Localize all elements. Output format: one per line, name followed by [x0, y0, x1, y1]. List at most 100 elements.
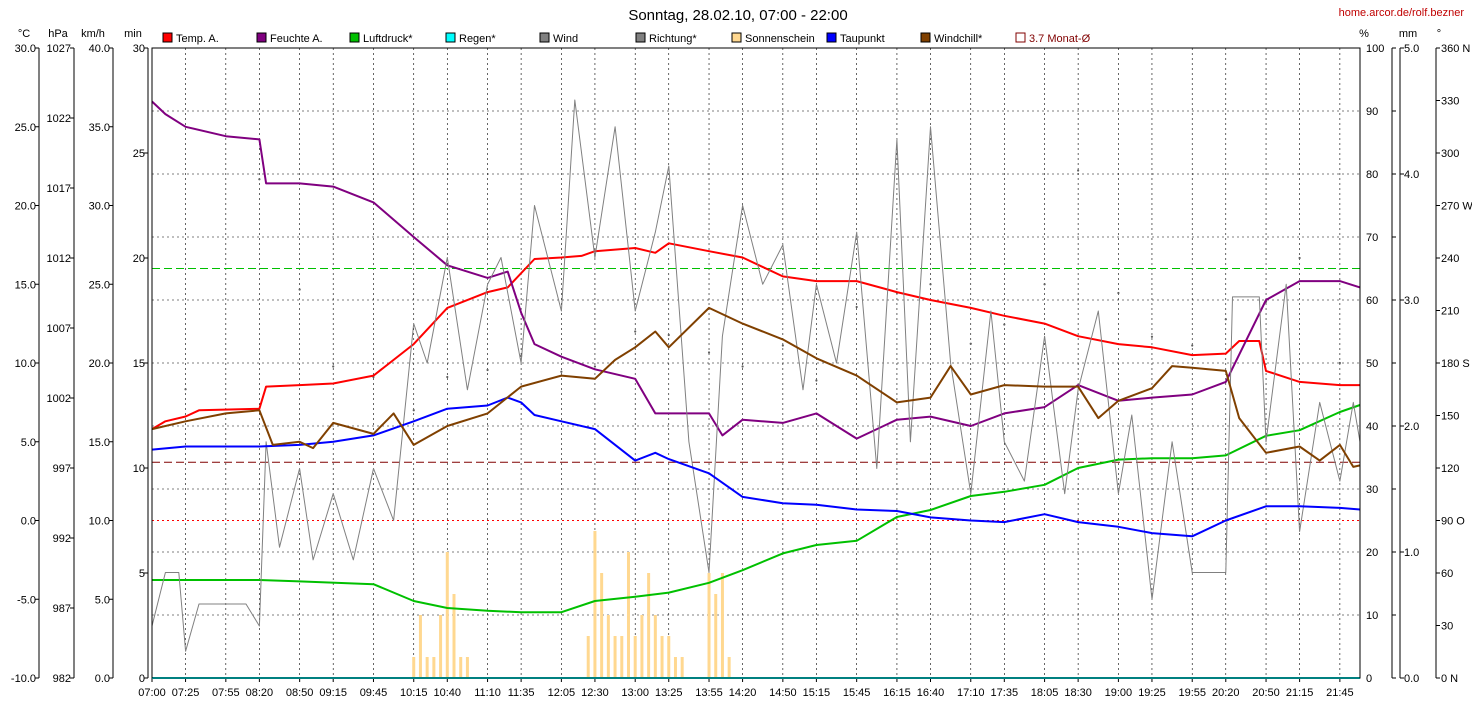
- sunshine-bar: [707, 573, 711, 678]
- gridlines: [151, 48, 1360, 678]
- x-tick-label: 13:55: [695, 687, 723, 699]
- legend-swatch: [256, 32, 267, 43]
- unit-hum: %: [1359, 28, 1369, 40]
- legend-label: Temp. A.: [176, 33, 219, 45]
- tick-label-hum: 0: [1366, 673, 1372, 685]
- tick-label-temp: 15.0: [15, 279, 36, 291]
- wind-direction-dot: [593, 365, 597, 368]
- sunshine-bar: [445, 552, 449, 678]
- sunshine-bar: [647, 573, 651, 678]
- tick-label-rain: 2.0: [1404, 421, 1419, 433]
- wind-direction-dot: [969, 342, 972, 345]
- legend-swatch: [731, 32, 742, 43]
- x-tick-label: 09:15: [319, 687, 347, 699]
- sunshine-bar: [673, 657, 677, 678]
- legend-swatch: [920, 32, 931, 43]
- tick-label-press: 1017: [47, 183, 71, 195]
- legend-swatch: [162, 32, 173, 43]
- x-tick-label: 14:50: [769, 687, 797, 699]
- x-tick-label: 15:45: [843, 687, 871, 699]
- tick-label-wind: 40.0: [89, 43, 110, 55]
- x-tick-label: 15:15: [803, 687, 831, 699]
- wind-direction-dot: [741, 365, 744, 368]
- tick-label-sun: 15: [133, 358, 145, 370]
- tick-label-wind: 30.0: [89, 201, 110, 213]
- sunshine-bar: [727, 657, 731, 678]
- x-tick-label: 19:25: [1138, 687, 1166, 699]
- tick-label-wind: 5.0: [95, 594, 110, 606]
- unit-temp: °C: [18, 28, 30, 40]
- tick-label-temp: 30.0: [15, 43, 36, 55]
- tick-label-press: 1007: [47, 323, 71, 335]
- x-tick-label: 21:45: [1326, 687, 1354, 699]
- sunshine-bar: [593, 531, 597, 678]
- legend-swatch: [826, 32, 837, 43]
- x-tick-label: 19:00: [1105, 687, 1133, 699]
- tick-label-hum: 60: [1366, 295, 1378, 307]
- x-tick-label: 13:00: [621, 687, 649, 699]
- tick-label-wind: 25.0: [89, 279, 110, 291]
- chart-title: Sonntag, 28.02.10, 07:00 - 22:00: [628, 7, 847, 24]
- tick-label-wind: 20.0: [89, 358, 110, 370]
- tick-label-wind: 0.0: [95, 673, 110, 685]
- series-line-windchill: [151, 306, 1361, 468]
- x-tick-label: 20:50: [1252, 687, 1280, 699]
- tick-label-temp: 0.0: [21, 516, 36, 528]
- tick-label-dir: 210: [1441, 306, 1459, 318]
- sunshine-bar: [720, 573, 724, 678]
- series-lines: [151, 99, 1361, 679]
- x-tick-label: 19:55: [1178, 687, 1206, 699]
- x-tick-label: 20:20: [1212, 687, 1240, 699]
- series-line-wind: [151, 99, 1361, 652]
- tick-label-dir: 0 N: [1441, 673, 1458, 685]
- legend-label: Sonnenschein: [745, 33, 815, 45]
- wind-direction-dot: [1003, 323, 1006, 326]
- tick-label-hum: 30: [1366, 484, 1378, 496]
- tick-label-hum: 80: [1366, 169, 1378, 181]
- tick-label-temp: -10.0: [11, 673, 36, 685]
- axis-units: °C hPa km/h min % mm °: [18, 28, 1441, 40]
- wind-direction-dot: [1224, 318, 1227, 321]
- sunshine-bar: [660, 636, 664, 678]
- wind-direction-dot: [1043, 283, 1046, 286]
- tick-label-sun: 0: [139, 673, 145, 685]
- x-tick-label: 14:20: [729, 687, 757, 699]
- sunshine-bar: [459, 657, 463, 678]
- sunshine-bar: [425, 657, 429, 678]
- chart-legend: Temp. A. Feuchte A. Luftdruck* Regen* Wind Ri…: [162, 32, 1091, 45]
- wind-direction-dot: [781, 344, 784, 347]
- tick-label-press: 1002: [47, 393, 71, 405]
- series-line-feuchte-a: [151, 100, 1361, 440]
- wind-direction-dot: [929, 283, 932, 286]
- tick-label-sun: 10: [133, 463, 145, 475]
- legend-label: Windchill*: [934, 33, 983, 45]
- sunshine-bar: [620, 636, 624, 678]
- x-tick-label: 07:00: [138, 687, 166, 699]
- tick-label-press: 1022: [47, 113, 71, 125]
- series-line-luftdruck: [152, 404, 1361, 614]
- sunshine-bar: [613, 636, 617, 678]
- tick-label-wind: 35.0: [89, 122, 110, 134]
- x-tick-label: 09:45: [360, 687, 388, 699]
- tick-label-dir: 360 N: [1441, 43, 1470, 55]
- wind-direction-dot: [332, 365, 335, 368]
- tick-label-press: 997: [53, 463, 71, 475]
- sunshine-bar: [439, 615, 443, 678]
- unit-wind: km/h: [81, 28, 105, 40]
- tick-label-hum: 50: [1366, 358, 1378, 370]
- x-tick-label: 16:40: [917, 687, 945, 699]
- wind-direction-dots: [184, 169, 1341, 412]
- x-tick-label: 13:25: [655, 687, 683, 699]
- tick-label-dir: 30: [1441, 621, 1453, 633]
- legend-label: Taupunkt: [840, 33, 885, 45]
- tick-label-hum: 40: [1366, 421, 1378, 433]
- tick-label-press: 987: [53, 603, 71, 615]
- tick-label-dir: 90 O: [1441, 516, 1465, 528]
- sunshine-bar: [667, 636, 671, 678]
- tick-label-temp: 5.0: [21, 437, 36, 449]
- sunshine-bar: [465, 657, 469, 678]
- x-tick-label: 18:30: [1064, 687, 1092, 699]
- wind-direction-dot: [667, 333, 670, 337]
- wind-direction-dot: [634, 330, 637, 333]
